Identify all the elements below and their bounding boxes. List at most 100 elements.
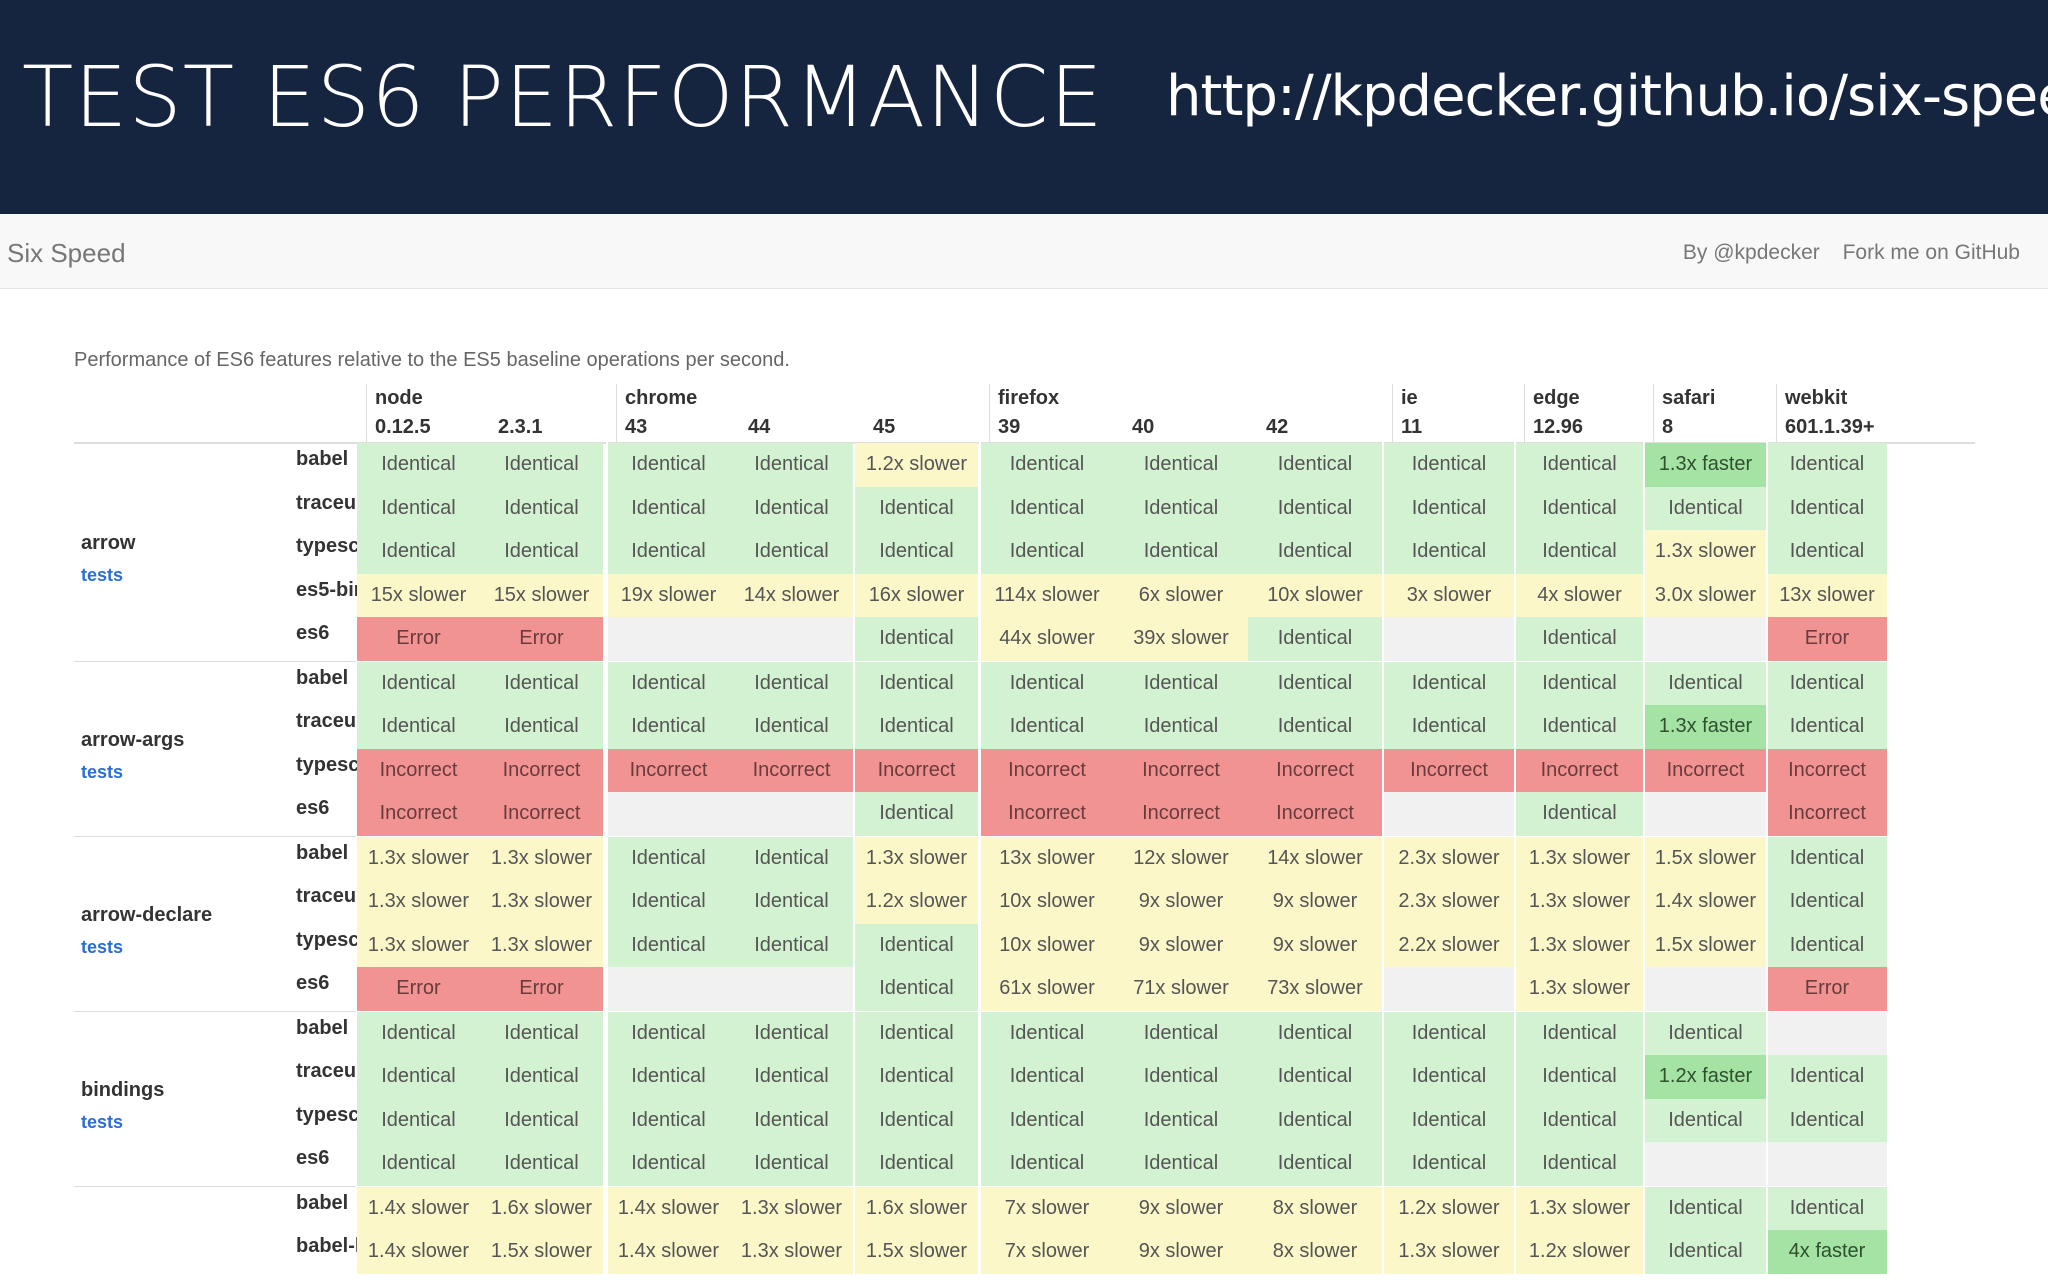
browser-version: 2.3.1 (498, 416, 543, 438)
browser-name: chrome (625, 387, 698, 409)
result-cell: 1.4x slower (357, 1230, 480, 1274)
result-cell: Identical (730, 923, 853, 967)
result-cell: Identical (980, 1055, 1114, 1099)
feature-group-arrow: arrow tests (74, 442, 356, 660)
result-cell (1644, 1142, 1767, 1186)
result-cell: 13x slower (980, 836, 1114, 880)
result-cell: Incorrect (1248, 792, 1382, 836)
variant-label: es6 (296, 972, 330, 994)
result-cell: 1.3x slower (480, 880, 603, 924)
result-cell: 73x slower (1248, 967, 1382, 1011)
browser-header-webkit: webkit 601.1.39+ (1778, 384, 1978, 444)
result-cell: 1.3x slower (357, 836, 480, 880)
browser-version: 601.1.39+ (1785, 416, 1875, 438)
result-cell: Identical (1767, 1055, 1887, 1099)
result-cell (1767, 1142, 1887, 1186)
result-cell: Incorrect (1767, 748, 1887, 792)
browser-name: safari (1662, 387, 1716, 409)
variant-label: traceur (296, 710, 364, 732)
result-cell: 9x slower (1114, 1186, 1248, 1230)
result-cell: Identical (1383, 705, 1515, 749)
browser-header-edge: edge 12.96 (1526, 384, 1726, 444)
result-cell: Identical (730, 530, 853, 574)
result-cell: Identical (1515, 530, 1644, 574)
column-separator (1766, 384, 1768, 1280)
result-cell: 1.2x faster (1644, 1055, 1767, 1099)
result-cell: Identical (1644, 1011, 1767, 1055)
result-cell: Identical (607, 836, 730, 880)
browser-version: 11 (1401, 416, 1423, 438)
column-separator (1382, 384, 1384, 1280)
result-cell: Identical (480, 705, 603, 749)
result-cell: Incorrect (730, 748, 853, 792)
header-divider (1776, 384, 1777, 444)
result-cell: Identical (980, 705, 1114, 749)
result-cell: Identical (855, 1142, 978, 1186)
result-cell: 1.4x slower (607, 1230, 730, 1274)
browser-header-firefox: firefox 39 40 42 (991, 384, 1288, 444)
variant-label: babel (296, 841, 349, 864)
browser-version: 8 (1662, 416, 1674, 438)
result-cell: 19x slower (607, 573, 730, 617)
result-cell: Identical (357, 661, 480, 705)
result-cell: Identical (855, 923, 978, 967)
result-cell (1383, 792, 1515, 836)
result-cell: 9x slower (1114, 923, 1248, 967)
result-cell: 1.3x slower (1644, 530, 1767, 574)
browser-version: 0.12.5 (375, 416, 431, 438)
result-cell (1767, 1011, 1887, 1055)
result-cell: Identical (1767, 1186, 1887, 1230)
feature-name: arrow-args (81, 728, 185, 751)
result-cell: 10x slower (980, 923, 1114, 967)
result-cell: 10x slower (980, 880, 1114, 924)
result-cell: Identical (1644, 1098, 1767, 1142)
header-divider (989, 384, 990, 444)
result-cell: Identical (1248, 617, 1382, 661)
result-cell: Identical (607, 880, 730, 924)
result-cell: 14x slower (730, 573, 853, 617)
fork-link[interactable]: Fork me on GitHub (1842, 241, 2020, 264)
result-cell: Identical (1114, 1055, 1248, 1099)
brand-link[interactable]: Six Speed (7, 238, 126, 268)
result-cell: 8x slower (1248, 1230, 1382, 1274)
result-cell: Identical (1767, 530, 1887, 574)
result-cell: Identical (1515, 1098, 1644, 1142)
result-cell: Identical (357, 486, 480, 530)
result-cell: 2.3x slower (1383, 836, 1515, 880)
result-cell (730, 967, 853, 1011)
result-cell: 9x slower (1248, 923, 1382, 967)
result-cell: 4x faster (1767, 1230, 1887, 1274)
result-cell (1383, 967, 1515, 1011)
result-cell: Identical (1248, 661, 1382, 705)
tests-link[interactable]: tests (81, 936, 124, 957)
result-cell (607, 792, 730, 836)
result-cell: 1.3x slower (855, 836, 978, 880)
result-cell: 1.3x faster (1644, 705, 1767, 749)
author-link[interactable]: By @kpdecker (1682, 241, 1820, 264)
browser-name: edge (1533, 387, 1580, 409)
result-cell: 1.5x slower (1644, 836, 1767, 880)
variant-label: traceur (296, 491, 364, 514)
tests-link[interactable]: tests (81, 1111, 124, 1132)
result-cell: Incorrect (480, 792, 603, 836)
result-cell: 1.2x slower (1383, 1186, 1515, 1230)
tests-link[interactable]: tests (81, 761, 124, 782)
result-cell: Incorrect (1644, 748, 1767, 792)
result-cell: Incorrect (357, 748, 480, 792)
result-cell: Identical (980, 1098, 1114, 1142)
tests-link[interactable]: tests (81, 564, 124, 585)
result-cell: Identical (1515, 1142, 1644, 1186)
result-cell: Identical (1515, 792, 1644, 836)
result-cell: 1.3x slower (1515, 1186, 1644, 1230)
result-cell: Error (480, 617, 603, 661)
result-cell: Identical (357, 1011, 480, 1055)
result-cell: 4x slower (1515, 573, 1644, 617)
result-cell: 1.5x slower (1644, 923, 1767, 967)
result-cell: Identical (1515, 1011, 1644, 1055)
result-cell: Identical (480, 530, 603, 574)
variant-label: babel (296, 448, 349, 470)
result-cell: Identical (480, 486, 603, 530)
result-cell: Identical (1767, 705, 1887, 749)
header-divider (1653, 384, 1654, 444)
result-cell: Identical (607, 923, 730, 967)
